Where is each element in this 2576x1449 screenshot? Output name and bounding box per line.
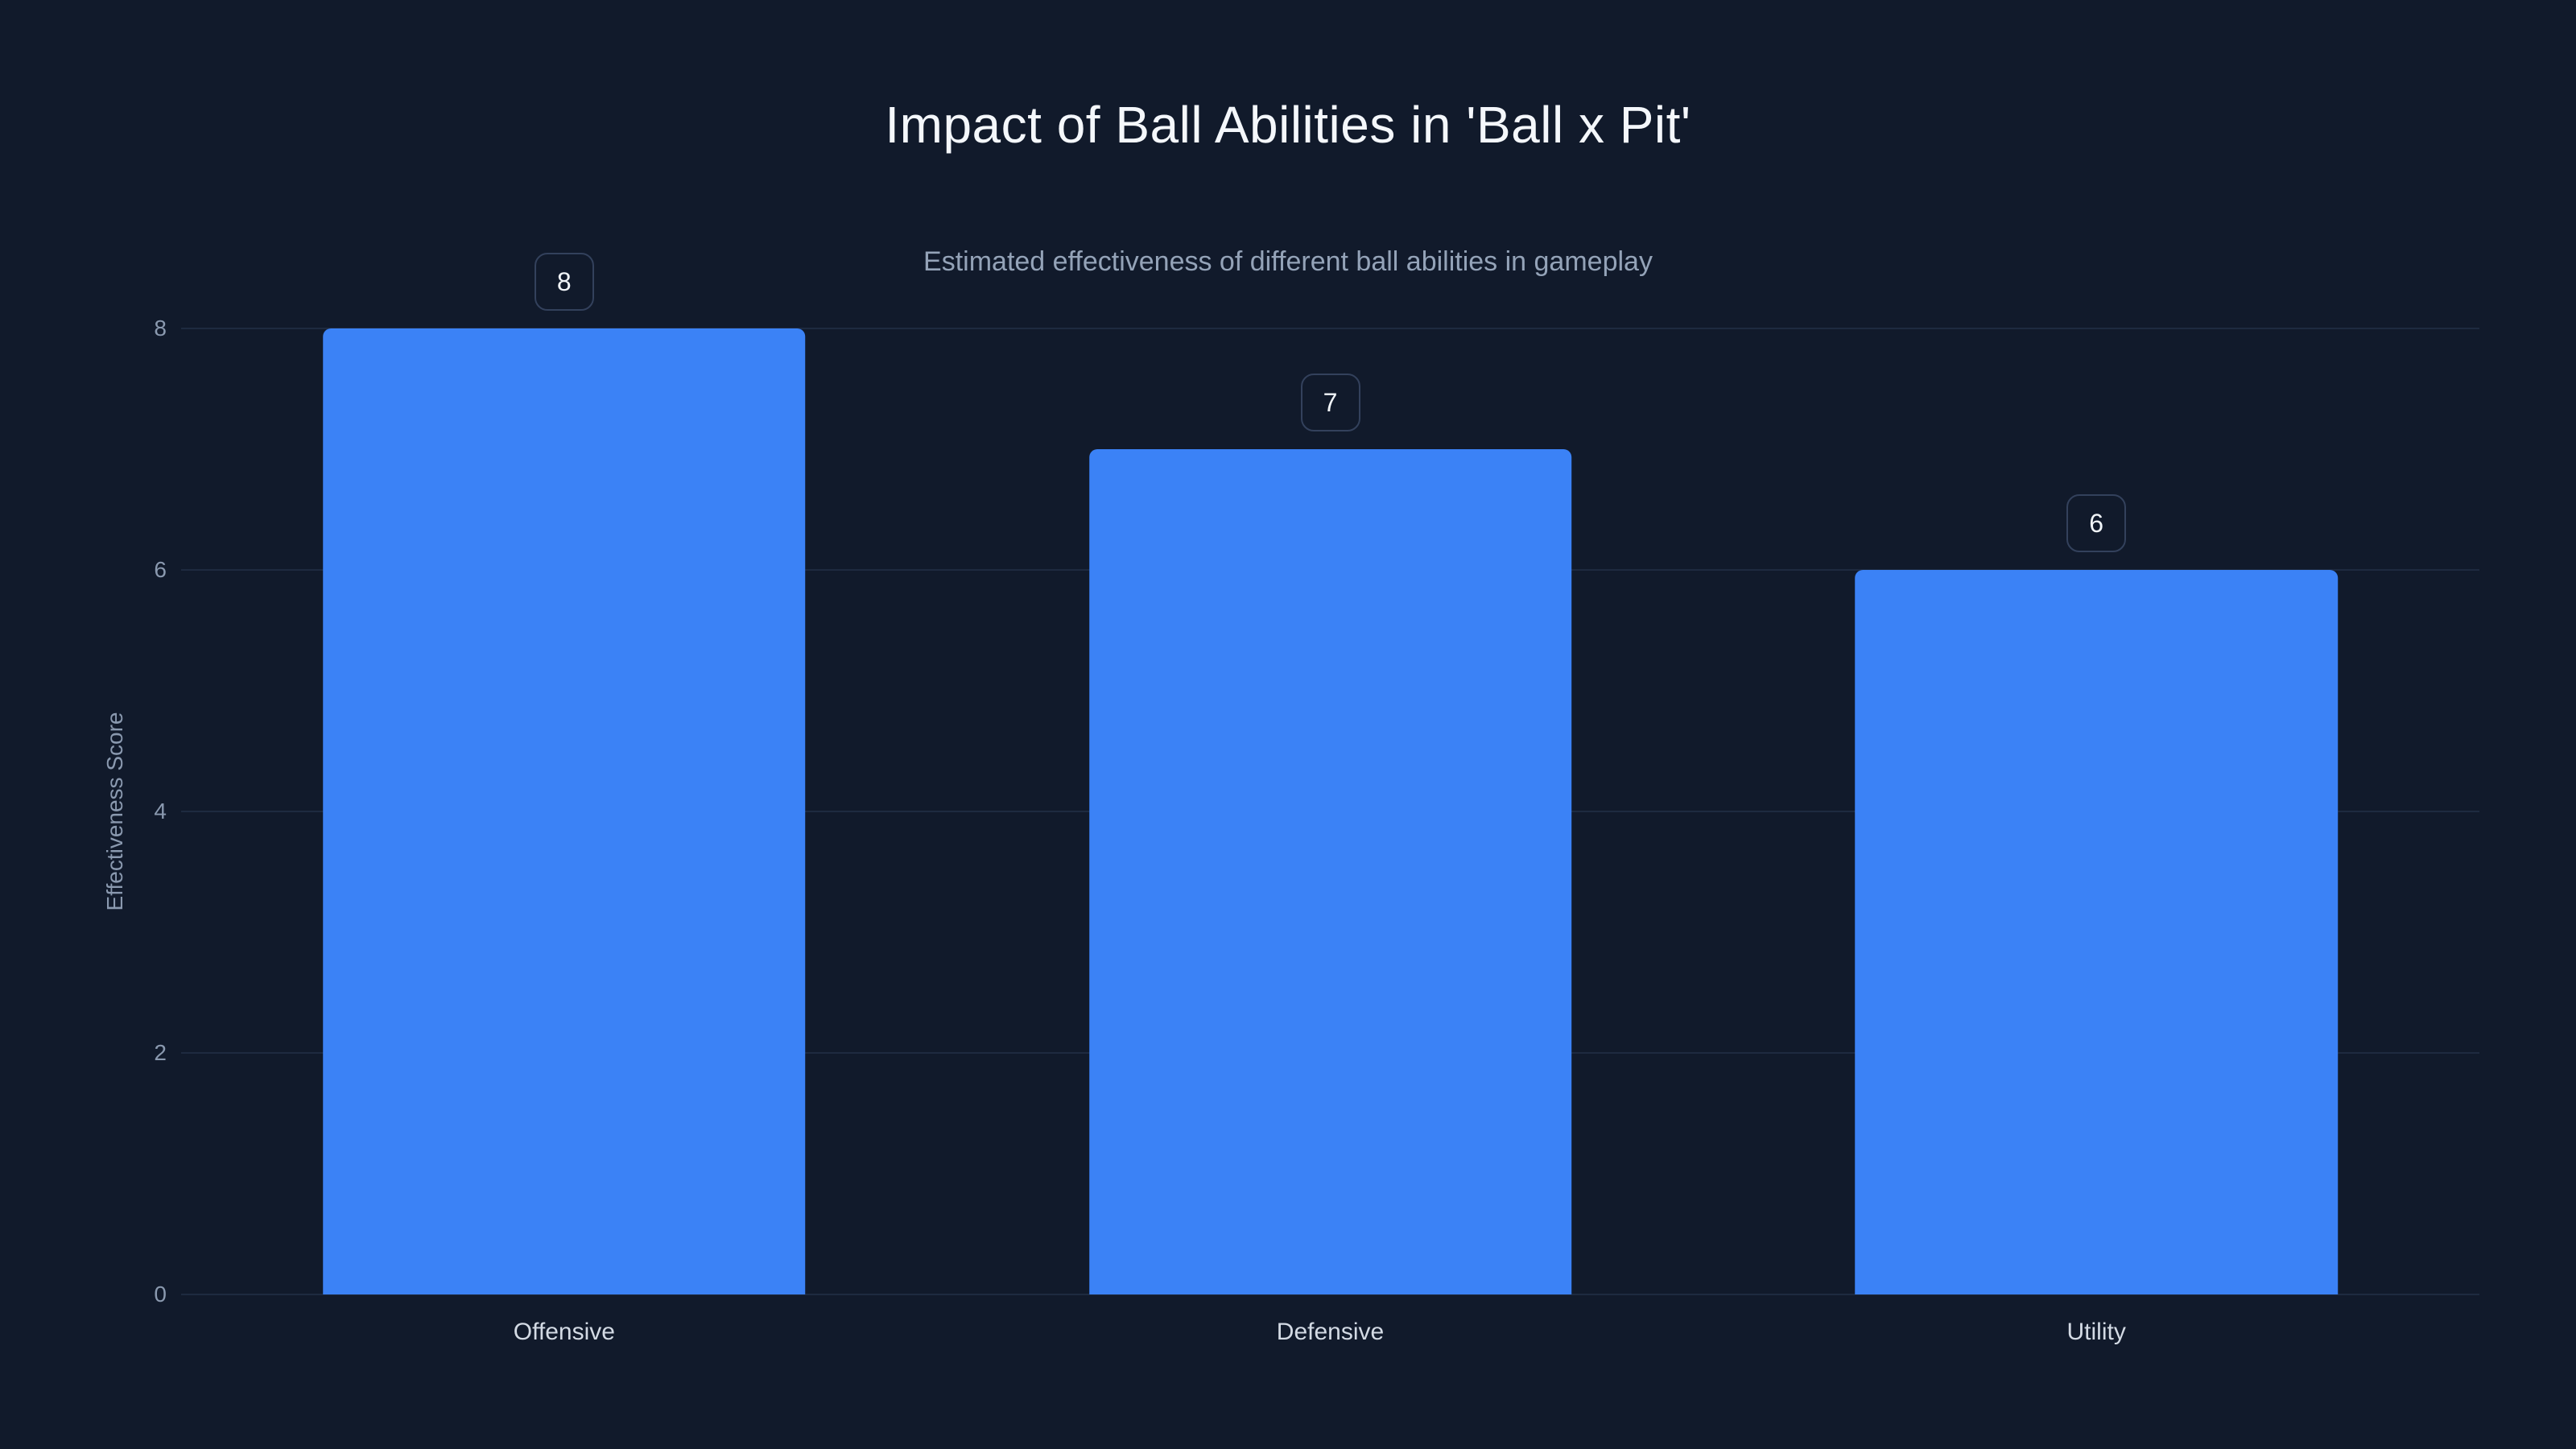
- bar-offensive: [323, 328, 806, 1294]
- y-tick-label: 4: [154, 799, 167, 824]
- x-category-label: Utility: [2066, 1319, 2126, 1345]
- y-axis-ticks: 0 2 4 6 8: [154, 316, 2479, 1307]
- x-category-label: Defensive: [1276, 1319, 1385, 1345]
- gridline: [181, 328, 2479, 329]
- bar-defensive: [1088, 449, 1572, 1294]
- y-tick-label: 2: [154, 1040, 167, 1065]
- chart-subtitle: Estimated effectiveness of different bal…: [923, 246, 1653, 277]
- y-tick-label: 0: [154, 1282, 167, 1307]
- y-tick-label: 6: [154, 557, 167, 582]
- value-badge: 7: [1300, 374, 1360, 431]
- bars-row: 8 Offensive 7 Defensive 6 Utility: [181, 253, 2479, 1345]
- value-badge: 8: [534, 253, 594, 311]
- plot-area: 0 2 4 6 8 8 Offensive 7 Defensive 6 Utility: [154, 253, 2479, 1345]
- gridline: [181, 1294, 2479, 1295]
- x-category-label: Offensive: [513, 1319, 615, 1345]
- value-badge: 6: [2066, 494, 2127, 552]
- bar-slot: 6 Utility: [1713, 328, 2479, 1345]
- bar-slot: 8 Offensive: [181, 253, 947, 1345]
- y-tick-label: 8: [154, 316, 167, 341]
- chart-title: Impact of Ball Abilities in 'Ball x Pit': [885, 96, 1691, 154]
- bar-utility: [1855, 570, 2338, 1294]
- bar-slot: 7 Defensive: [947, 328, 1714, 1345]
